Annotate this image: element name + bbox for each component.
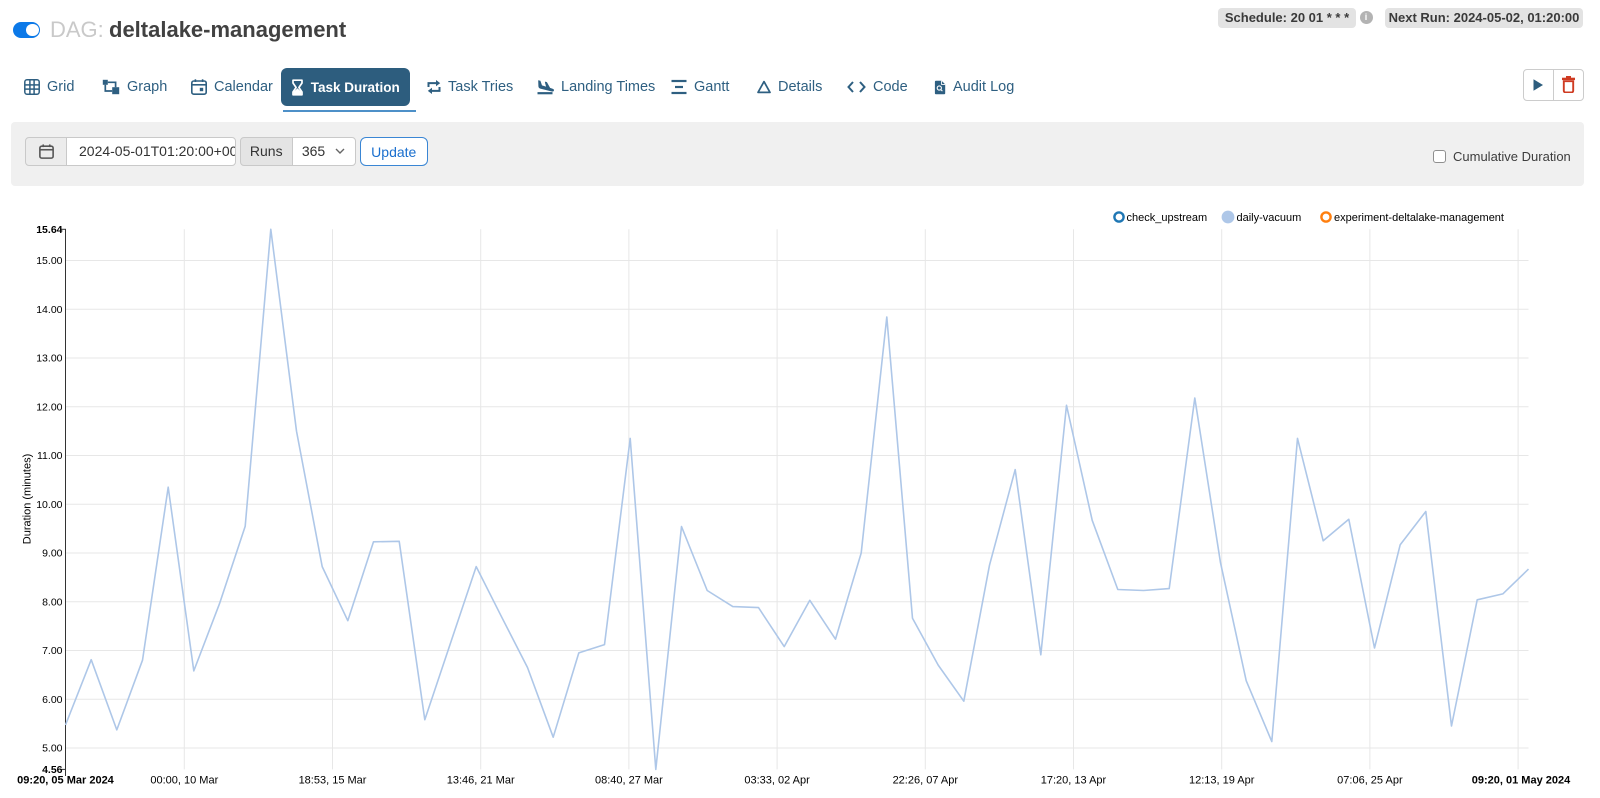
svg-text:7.00: 7.00 [42,645,63,657]
svg-text:15.64: 15.64 [36,224,62,236]
svg-text:00:00, 10 Mar: 00:00, 10 Mar [150,775,218,787]
svg-text:8.00: 8.00 [42,596,63,608]
svg-text:08:40, 27 Mar: 08:40, 27 Mar [595,775,663,787]
svg-text:17:20, 13 Apr: 17:20, 13 Apr [1041,775,1107,787]
svg-text:14.00: 14.00 [36,304,62,316]
svg-text:5.00: 5.00 [42,743,63,755]
svg-text:6.00: 6.00 [42,694,63,706]
svg-text:18:53, 15 Mar: 18:53, 15 Mar [299,775,367,787]
svg-text:11.00: 11.00 [37,450,63,462]
svg-text:12:13, 19 Apr: 12:13, 19 Apr [1189,775,1255,787]
svg-text:daily-vacuum: daily-vacuum [1237,212,1302,224]
svg-text:check_upstream: check_upstream [1127,212,1208,224]
svg-text:03:33, 02 Apr: 03:33, 02 Apr [744,775,810,787]
svg-text:07:06, 25 Apr: 07:06, 25 Apr [1337,775,1403,787]
svg-text:experiment-deltalake-managemen: experiment-deltalake-management [1334,212,1504,224]
svg-text:9.00: 9.00 [42,548,63,560]
svg-text:15.00: 15.00 [36,255,62,267]
svg-text:22:26, 07 Apr: 22:26, 07 Apr [893,775,959,787]
svg-text:Duration (minutes): Duration (minutes) [22,454,34,544]
svg-text:13.00: 13.00 [36,353,62,365]
svg-text:09:20, 05 Mar 2024: 09:20, 05 Mar 2024 [17,775,115,787]
svg-text:13:46, 21 Mar: 13:46, 21 Mar [447,775,515,787]
svg-text:4.56: 4.56 [42,764,63,776]
svg-text:10.00: 10.00 [36,499,62,511]
svg-text:09:20, 01 May 2024: 09:20, 01 May 2024 [1472,775,1571,787]
svg-text:12.00: 12.00 [36,401,62,413]
